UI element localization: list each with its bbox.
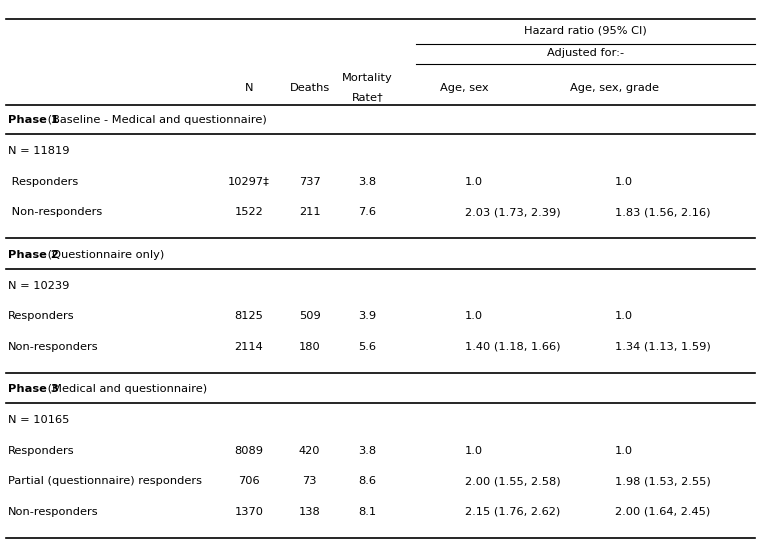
Text: 2.00 (1.55, 2.58): 2.00 (1.55, 2.58) <box>465 476 560 486</box>
Text: Responders: Responders <box>8 311 75 321</box>
Text: 180: 180 <box>299 342 320 352</box>
Text: (Questionnaire only): (Questionnaire only) <box>45 250 165 260</box>
Text: N: N <box>244 83 254 92</box>
Text: 138: 138 <box>299 507 320 517</box>
Text: (Baseline - Medical and questionnaire): (Baseline - Medical and questionnaire) <box>45 115 267 125</box>
Text: 737: 737 <box>299 177 320 187</box>
Text: 2.03 (1.73, 2.39): 2.03 (1.73, 2.39) <box>465 207 560 217</box>
Text: 2.00 (1.64, 2.45): 2.00 (1.64, 2.45) <box>615 507 710 517</box>
Text: N = 11819: N = 11819 <box>8 146 70 156</box>
Text: 1.40 (1.18, 1.66): 1.40 (1.18, 1.66) <box>465 342 560 352</box>
Text: Age, sex, grade: Age, sex, grade <box>570 83 660 92</box>
Text: 73: 73 <box>302 476 317 486</box>
Text: 2114: 2114 <box>235 342 263 352</box>
Text: 706: 706 <box>238 476 260 486</box>
Text: 1.0: 1.0 <box>465 177 483 187</box>
Text: 1522: 1522 <box>235 207 263 217</box>
Text: 1.0: 1.0 <box>615 177 633 187</box>
Text: Non-responders: Non-responders <box>8 507 99 517</box>
Text: Deaths: Deaths <box>289 83 330 92</box>
Text: Phase 2: Phase 2 <box>8 250 59 260</box>
Text: 1.0: 1.0 <box>615 446 633 456</box>
Text: Responders: Responders <box>8 446 75 456</box>
Text: Partial (questionnaire) responders: Partial (questionnaire) responders <box>8 476 203 486</box>
Text: Phase 1: Phase 1 <box>8 115 59 125</box>
Text: Non-responders: Non-responders <box>8 207 102 217</box>
Text: 1370: 1370 <box>235 507 263 517</box>
Text: 211: 211 <box>299 207 320 217</box>
Text: N = 10165: N = 10165 <box>8 415 70 425</box>
Text: 8.6: 8.6 <box>358 476 376 486</box>
Text: 8125: 8125 <box>235 311 263 321</box>
Text: 3.8: 3.8 <box>358 177 376 187</box>
Text: Adjusted for:-: Adjusted for:- <box>547 48 624 58</box>
Text: 509: 509 <box>299 311 320 321</box>
Text: Non-responders: Non-responders <box>8 342 99 352</box>
Text: Rate†: Rate† <box>351 92 383 102</box>
Text: Age, sex: Age, sex <box>440 83 489 92</box>
Text: N = 10239: N = 10239 <box>8 281 70 290</box>
Text: 7.6: 7.6 <box>358 207 376 217</box>
Text: 1.83 (1.56, 2.16): 1.83 (1.56, 2.16) <box>615 207 710 217</box>
Text: 1.98 (1.53, 2.55): 1.98 (1.53, 2.55) <box>615 476 710 486</box>
Text: Mortality: Mortality <box>342 73 392 83</box>
Text: 5.6: 5.6 <box>358 342 376 352</box>
Text: 10297‡: 10297‡ <box>228 177 270 187</box>
Text: 1.0: 1.0 <box>615 311 633 321</box>
Text: 1.0: 1.0 <box>465 311 483 321</box>
Text: Responders: Responders <box>8 177 79 187</box>
Text: (Medical and questionnaire): (Medical and questionnaire) <box>45 385 208 394</box>
Text: 2.15 (1.76, 2.62): 2.15 (1.76, 2.62) <box>465 507 559 517</box>
Text: 1.34 (1.13, 1.59): 1.34 (1.13, 1.59) <box>615 342 710 352</box>
Text: Hazard ratio (95% CI): Hazard ratio (95% CI) <box>524 25 647 35</box>
Text: 8.1: 8.1 <box>358 507 376 517</box>
Text: 3.9: 3.9 <box>358 311 376 321</box>
Text: 420: 420 <box>299 446 320 456</box>
Text: Phase 3: Phase 3 <box>8 385 59 394</box>
Text: 8089: 8089 <box>235 446 263 456</box>
Text: 3.8: 3.8 <box>358 446 376 456</box>
Text: 1.0: 1.0 <box>465 446 483 456</box>
